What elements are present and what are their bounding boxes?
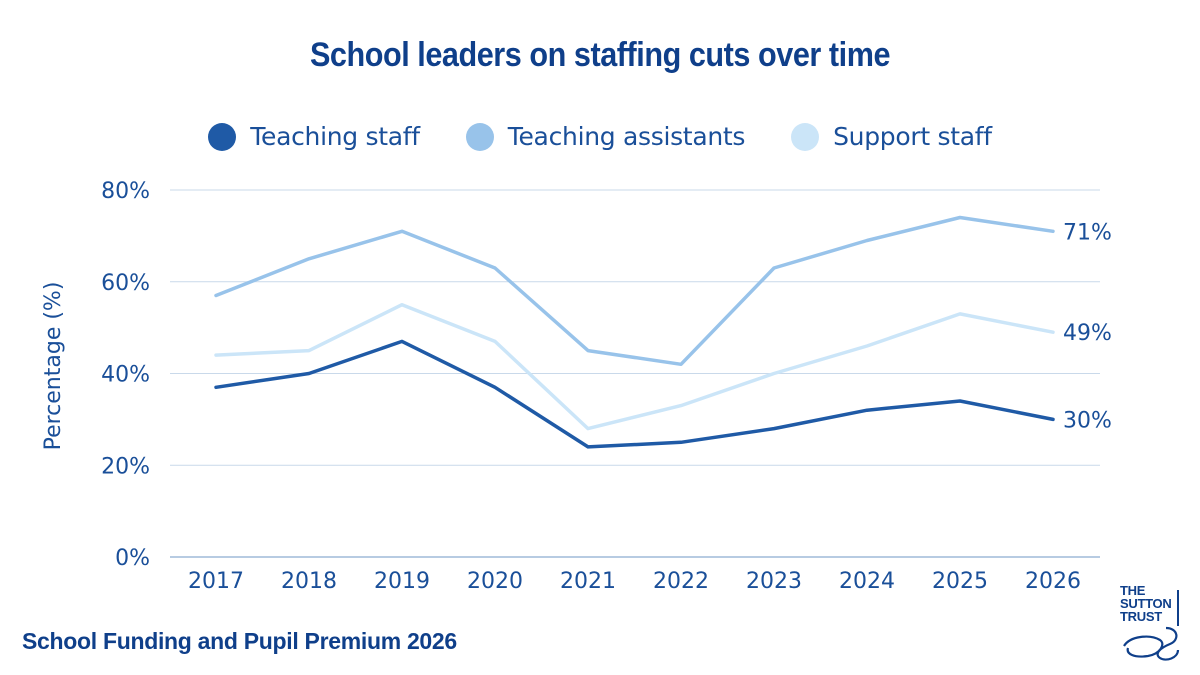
x-tick-label: 2019 [374,569,430,594]
sutton-trust-logo: THE SUTTON TRUST [1120,584,1182,662]
end-label-support-staff: 49% [1063,321,1112,346]
y-tick-label: 0% [115,546,150,571]
legend-label-support-staff: Support staff [833,122,992,151]
legend-swatch-support-staff [791,122,820,151]
legend-label-teaching-staff: Teaching staff [250,122,420,151]
logo-text: THE SUTTON TRUST [1120,583,1172,624]
x-tick-label: 2017 [188,569,244,594]
legend-item-teaching-staff: Teaching staff [208,122,420,151]
x-tick-label: 2022 [653,569,709,594]
legend-swatch-teaching-assistants [465,122,494,151]
x-tick-label: 2025 [932,569,988,594]
logo-line-3: TRUST [1120,609,1162,624]
x-tick-label: 2023 [746,569,802,594]
x-tick-label: 2021 [560,569,616,594]
legend-item-teaching-assistants: Teaching assistants [465,122,746,151]
legend-swatch-teaching-staff [208,122,237,151]
legend-item-support-staff: Support staff [791,122,992,151]
legend: Teaching staff Teaching assistants Suppo… [0,122,1200,151]
y-tick-label: 80% [101,179,150,204]
y-axis-ticks: 0% 20% 40% 60% 80% [101,179,150,571]
series-line-support-staff [214,302,1055,431]
end-labels: 30% 71% 49% [1063,220,1112,433]
logo-line-1: THE [1120,583,1146,598]
logo-line-2: SUTTON [1120,596,1172,611]
y-tick-label: 20% [101,454,150,479]
end-label-teaching-assistants: 71% [1063,220,1112,245]
logo-swirl-icon [1123,590,1180,661]
end-label-teaching-staff: 30% [1063,408,1112,433]
series-line-teaching-staff [214,339,1055,449]
x-tick-label: 2026 [1025,569,1081,594]
y-axis-label: Percentage (%) [41,282,66,451]
grid-lines [170,189,1100,558]
x-tick-label: 2018 [281,569,337,594]
x-tick-label: 2024 [839,569,895,594]
x-axis-ticks: 2017 2018 2019 2020 2021 2022 2023 2024 2025 2026 [188,569,1081,594]
series-line-teaching-assistants [214,215,1055,367]
footer-text: School Funding and Pupil Premium 2026 [22,628,457,654]
legend-label-teaching-assistants: Teaching assistants [507,122,746,151]
x-tick-label: 2020 [467,569,523,594]
series-lines [214,215,1055,449]
y-tick-label: 40% [101,363,150,388]
y-tick-label: 60% [101,271,150,296]
chart-title: School leaders on staffing cuts over tim… [309,36,891,74]
